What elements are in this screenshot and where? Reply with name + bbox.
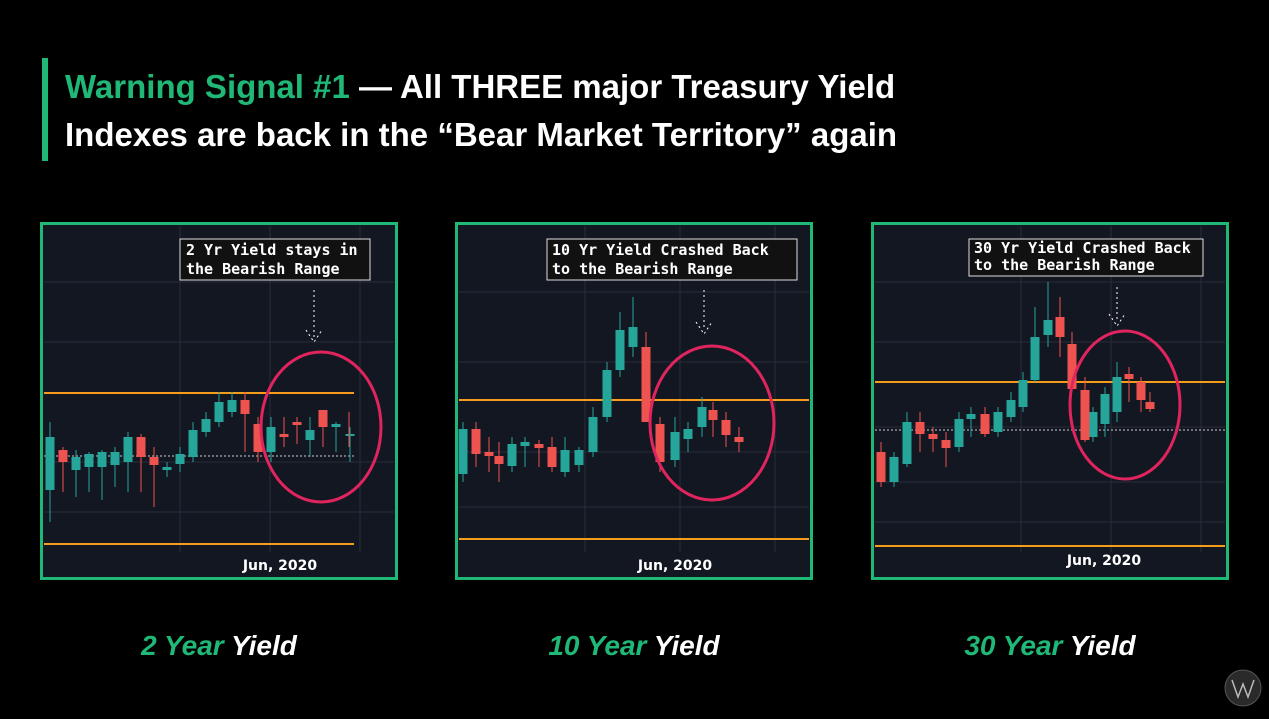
caption-word: Yield bbox=[231, 630, 298, 661]
date-label: Jun, 2020 bbox=[1066, 553, 1142, 569]
caption: 10 Year Yield bbox=[548, 630, 720, 661]
caption-term: 10 Year bbox=[548, 630, 648, 661]
annotation: the Bearish Range bbox=[186, 260, 340, 278]
date-label: Jun, 2020 bbox=[242, 558, 318, 574]
title-bar bbox=[42, 58, 48, 161]
annotation: to the Bearish Range bbox=[552, 260, 733, 278]
panel: 2 Yr Yield stays in the Bearish Range Ju… bbox=[40, 222, 398, 580]
date-label: Jun, 2020 bbox=[637, 558, 713, 574]
caption: 30 Year Yield bbox=[964, 630, 1136, 661]
logo bbox=[1224, 669, 1262, 707]
annotation: 30 Yr Yield Crashed Back bbox=[974, 239, 1191, 257]
title-line2: Indexes are back in the “Bear Market Ter… bbox=[65, 116, 897, 153]
annotation: 2 Yr Yield stays in bbox=[186, 241, 358, 259]
panel: 10 Yr Yield Crashed Back to the Bearish … bbox=[455, 222, 813, 580]
panel: 30 Yr Yield Crashed Back to the Bearish … bbox=[871, 222, 1229, 580]
caption-word: Yield bbox=[1070, 630, 1137, 661]
title-rest: — All THREE major Treasury Yield bbox=[359, 68, 895, 105]
title-line1: Warning Signal #1 — All THREE major Trea… bbox=[65, 68, 895, 105]
title-highlight: Warning Signal #1 bbox=[65, 68, 350, 105]
caption-word: Yield bbox=[654, 630, 721, 661]
caption-term: 2 Year bbox=[140, 630, 226, 661]
annotation: to the Bearish Range bbox=[974, 256, 1155, 274]
caption-term: 30 Year bbox=[964, 630, 1064, 661]
annotation: 10 Yr Yield Crashed Back bbox=[552, 241, 769, 259]
caption: 2 Year Yield bbox=[140, 630, 298, 661]
